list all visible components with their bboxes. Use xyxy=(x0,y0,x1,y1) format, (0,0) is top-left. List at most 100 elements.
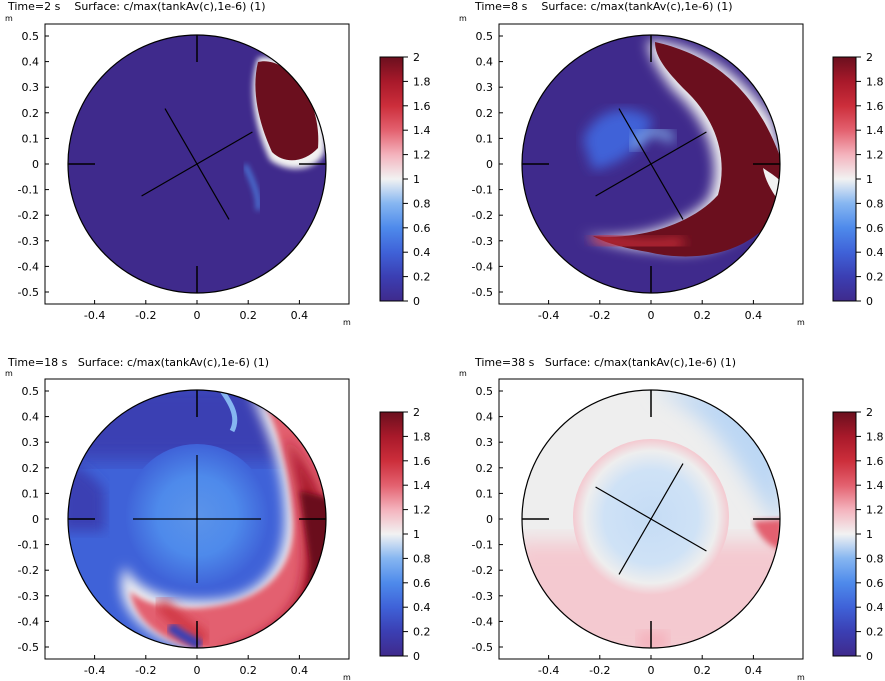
y-tick-label: -0.1 xyxy=(18,184,39,197)
colorbar-tick-label: 0 xyxy=(866,295,873,308)
colorbar-tick-label: 0.6 xyxy=(866,577,884,590)
colorbar-gradient xyxy=(832,56,857,302)
colorbar-tick-label: 1.8 xyxy=(413,75,431,88)
plot-title: Time=38 s Surface: c/max(tankAv(c),1e-6)… xyxy=(475,356,736,369)
y-tick-label: -0.2 xyxy=(18,564,39,577)
tank-overlay xyxy=(67,389,327,649)
impeller-blade xyxy=(164,108,230,220)
colorbar-tick-label: 1 xyxy=(866,528,873,541)
colorbar-tick-label: 2 xyxy=(866,406,873,419)
x-tick-label: 0.2 xyxy=(693,664,711,677)
impeller-blade xyxy=(595,486,707,552)
colorbar-tick-label: 0.4 xyxy=(413,601,431,614)
y-tick-label: 0.1 xyxy=(22,487,40,500)
y-tick-label: -0.3 xyxy=(18,235,39,248)
y-tick-label: 0.2 xyxy=(476,107,494,120)
colorbar: 2 1.8 1.6 1.4 1.2 1 0.8 0.6 0.4 0.2 0 xyxy=(832,51,884,308)
x-tick-label: 0.2 xyxy=(239,309,257,322)
colorbar-tick-label: 0.2 xyxy=(413,271,431,284)
plot-title: Time=8 s Surface: c/max(tankAv(c),1e-6) … xyxy=(475,0,733,13)
x-unit-label: m xyxy=(343,318,351,327)
y-tick-label: -0.5 xyxy=(18,641,39,654)
impeller-blade xyxy=(618,108,684,220)
y-tick-label: -0.1 xyxy=(18,539,39,552)
y-tick-label: 0 xyxy=(32,513,39,526)
y-tick-label: 0.4 xyxy=(22,56,40,69)
y-tick-label: 0.5 xyxy=(22,30,40,43)
colorbar-tick-label: 0.6 xyxy=(413,222,431,235)
colorbar-tick-label: 1.6 xyxy=(413,455,431,468)
y-tick-label: 0.1 xyxy=(476,487,494,500)
colorbar-tick-label: 1.4 xyxy=(413,124,431,137)
y-tick-label: 0 xyxy=(486,158,493,171)
y-tick-label: -0.4 xyxy=(472,260,493,273)
plot-svg: -0.4 -0.2 0 0.2 0.4 0.5 0.4 0.3 0.2 0.1 0 -0.1 -0.2 -… xyxy=(459,369,884,681)
y-tick-label: 0.5 xyxy=(476,385,494,398)
plot-panel-4: Time=38 s Surface: c/max(tankAv(c),1e-6)… xyxy=(443,341,885,681)
colorbar-tick-label: 2 xyxy=(413,406,420,419)
x-tick-label: 0 xyxy=(648,309,655,322)
y-tick-label: -0.3 xyxy=(472,235,493,248)
concentration-field xyxy=(68,390,326,648)
plot-title: Time=2 s Surface: c/max(tankAv(c),1e-6) … xyxy=(8,0,266,13)
colorbar-gradient xyxy=(379,411,404,657)
x-unit-label: m xyxy=(797,318,805,327)
y-unit-label: m xyxy=(5,14,13,23)
x-tick-label: -0.2 xyxy=(135,664,156,677)
y-tick-label: -0.2 xyxy=(472,209,493,222)
plot-panel-1: Time=2 s Surface: c/max(tankAv(c),1e-6) … xyxy=(0,0,442,340)
colorbar-tick-label: 0.8 xyxy=(866,552,884,565)
concentration-field xyxy=(522,390,780,648)
y-tick-label: 0.5 xyxy=(22,385,40,398)
colorbar-tick-label: 1.6 xyxy=(866,100,884,113)
plot-title: Time=18 s Surface: c/max(tankAv(c),1e-6)… xyxy=(8,356,269,369)
colorbar-tick-label: 0.6 xyxy=(866,222,884,235)
y-unit-label: m xyxy=(459,369,467,378)
x-tick-label: -0.4 xyxy=(84,309,105,322)
x-unit-label: m xyxy=(343,673,351,681)
y-tick-label: -0.5 xyxy=(472,286,493,299)
plot-svg: -0.4 -0.2 0 0.2 0.4 0.5 0.4 0.3 0.2 0.1 0 -0.1 -0.2 -… xyxy=(459,14,884,327)
colorbar-gradient xyxy=(832,411,857,657)
colorbar-tick-label: 0.8 xyxy=(866,197,884,210)
colorbar-tick-label: 0.4 xyxy=(413,246,431,259)
colorbar-tick-label: 0.2 xyxy=(866,626,884,639)
x-tick-label: 0.2 xyxy=(239,664,257,677)
x-tick-label: 0.4 xyxy=(745,664,763,677)
colorbar-tick-label: 1.4 xyxy=(866,124,884,137)
colorbar-tick-label: 1 xyxy=(413,528,420,541)
x-tick-label: 0.2 xyxy=(693,309,711,322)
plot-panel-2: Time=8 s Surface: c/max(tankAv(c),1e-6) … xyxy=(443,0,885,340)
y-tick-label: 0.3 xyxy=(476,436,494,449)
y-tick-label: -0.2 xyxy=(472,564,493,577)
colorbar-tick-label: 0.6 xyxy=(413,577,431,590)
colorbar-tick-label: 1.8 xyxy=(866,430,884,443)
colorbar: 2 1.8 1.6 1.4 1.2 1 0.8 0.6 0.4 0.2 0 xyxy=(832,406,884,663)
x-tick-label: -0.2 xyxy=(135,309,156,322)
plot-svg: -0.4 -0.2 0 0.2 0.4 0.5 0.4 0.3 0.2 0.1 0 -0.1 -0.2 -… xyxy=(5,14,431,327)
tank-overlay xyxy=(521,34,781,294)
colorbar-tick-label: 1 xyxy=(413,173,420,186)
x-tick-label: -0.2 xyxy=(589,309,610,322)
y-unit-label: m xyxy=(5,369,13,378)
y-tick-label: -0.1 xyxy=(472,539,493,552)
y-tick-label: -0.1 xyxy=(472,184,493,197)
y-tick-label: -0.4 xyxy=(18,260,39,273)
y-tick-label: 0.1 xyxy=(476,132,494,145)
colorbar-tick-label: 1.6 xyxy=(866,455,884,468)
x-tick-label: -0.4 xyxy=(84,664,105,677)
concentration-field xyxy=(522,35,780,293)
y-unit-label: m xyxy=(459,14,467,23)
y-tick-label: 0.2 xyxy=(476,462,494,475)
y-tick-label: 0.3 xyxy=(22,436,40,449)
y-tick-label: 0.5 xyxy=(476,30,494,43)
y-tick-label: 0 xyxy=(486,513,493,526)
colorbar-tick-label: 0.2 xyxy=(413,626,431,639)
colorbar-gradient xyxy=(379,56,404,302)
y-tick-label: -0.4 xyxy=(18,615,39,628)
x-unit-label: m xyxy=(797,673,805,681)
colorbar-tick-label: 2 xyxy=(413,51,420,64)
x-tick-label: 0 xyxy=(648,664,655,677)
y-tick-label: 0.2 xyxy=(22,107,40,120)
x-tick-label: 0 xyxy=(194,664,201,677)
